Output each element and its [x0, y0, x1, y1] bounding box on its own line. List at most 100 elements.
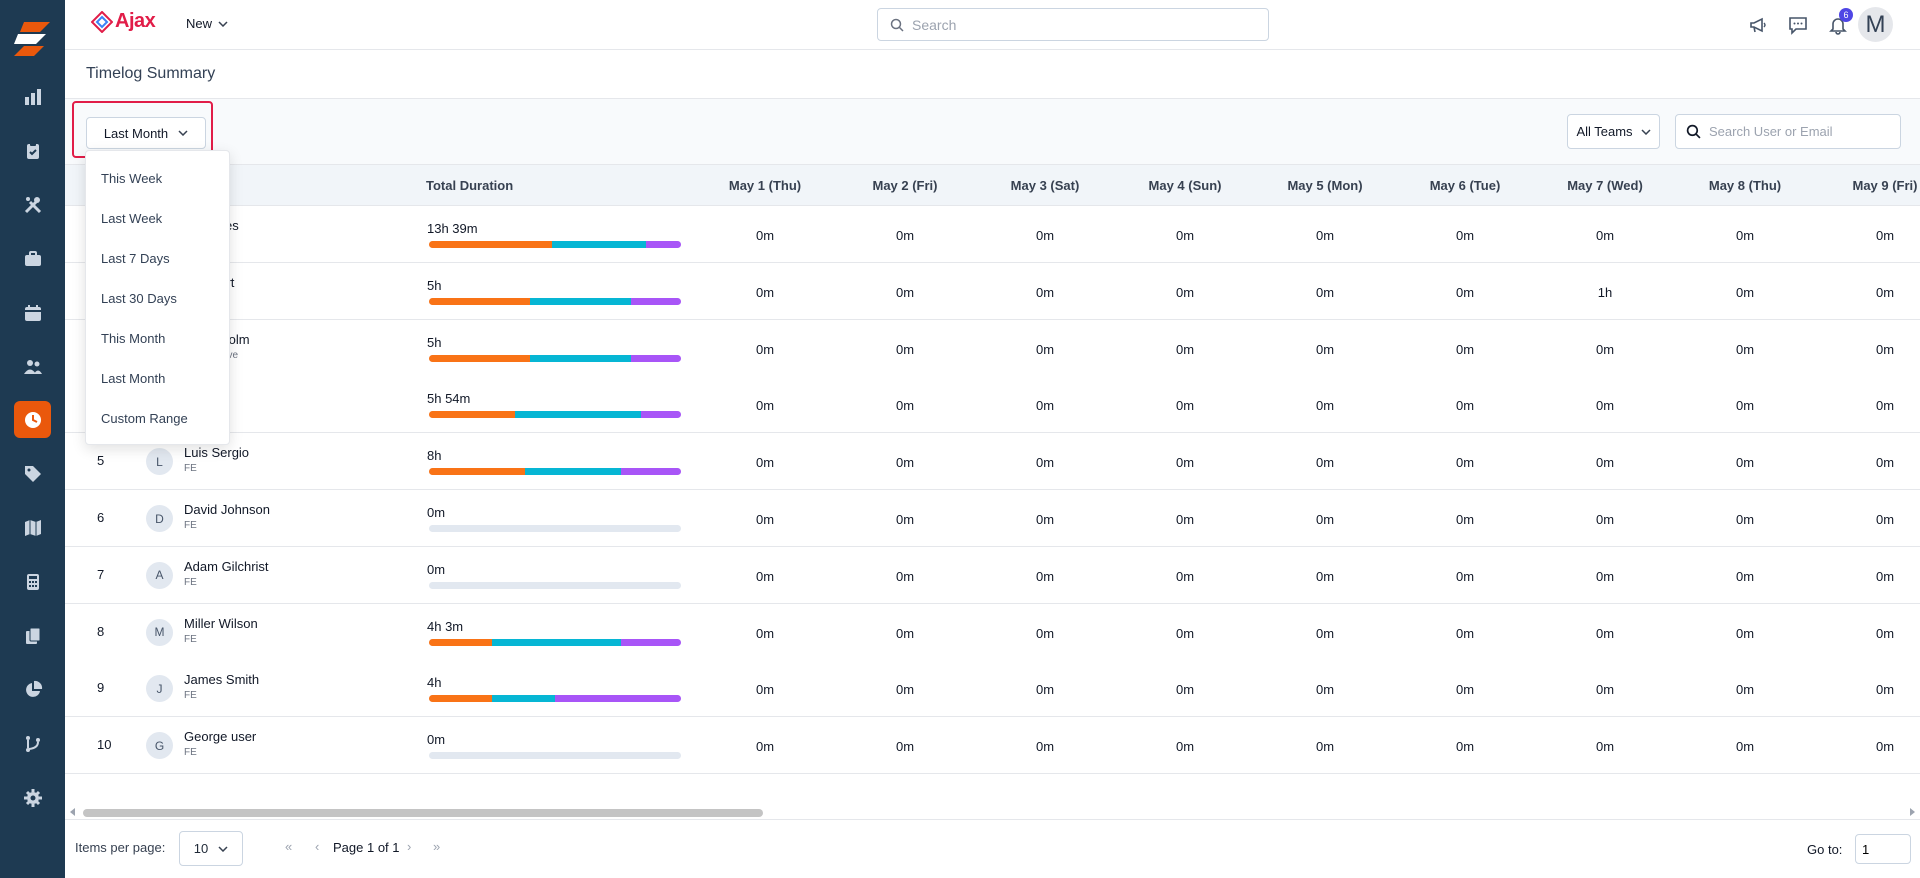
- duration-bar-segment: [620, 638, 681, 646]
- last-page-icon[interactable]: »: [433, 839, 441, 854]
- date-range-dropdown[interactable]: Last Month: [86, 117, 206, 149]
- header-day-6[interactable]: May 6 (Tue): [1429, 178, 1501, 193]
- day-duration: 0m: [1735, 455, 1755, 471]
- duration-bar: [429, 411, 681, 419]
- date-range-option[interactable]: Last 30 Days: [101, 291, 177, 306]
- table-row[interactable]: 5 L Luis Sergio FE 8h 0m 0m 0m 0m 0m 0m 0m 0m 0m: [65, 433, 1920, 491]
- user-name[interactable]: Adam Gilchrist: [184, 558, 269, 574]
- row-index: 6: [97, 510, 105, 525]
- user-avatar-small: M: [146, 618, 173, 646]
- date-range-option[interactable]: This Month: [101, 331, 166, 346]
- table-row[interactable]: 3alcolmcutive5h0m0m0m0m0m0m0m0m0m: [65, 319, 1920, 377]
- brand-logo[interactable]: Ajax: [91, 10, 156, 33]
- user-name[interactable]: David Johnson: [184, 502, 270, 517]
- day-duration: 0m: [1595, 398, 1615, 414]
- user-name[interactable]: Miller Wilson: [184, 615, 258, 631]
- day-duration: 0m: [1175, 739, 1195, 755]
- day-duration: 0m: [755, 228, 775, 243]
- user-name[interactable]: James Smith: [184, 672, 260, 688]
- next-page-icon[interactable]: ›: [407, 839, 412, 854]
- user-search-box[interactable]: [1675, 114, 1901, 149]
- total-duration: 5h: [427, 277, 442, 293]
- user-avatar[interactable]: M: [1858, 7, 1893, 42]
- day-duration: 0m: [1035, 455, 1055, 471]
- header-day-4[interactable]: May 4 (Sun): [1148, 178, 1222, 193]
- day-duration: 0m: [1735, 682, 1755, 698]
- header-day-7[interactable]: May 7 (Wed): [1567, 178, 1643, 193]
- horizontal-scrollbar[interactable]: [65, 805, 1920, 819]
- duration-bar: [429, 468, 681, 476]
- table-row[interactable]: 7 A Adam Gilchrist FE 0m 0m 0m 0m 0m 0m 0m 0m 0m 0m: [65, 546, 1920, 604]
- day-duration: 0m: [1595, 228, 1615, 243]
- day-duration: 0m: [1035, 284, 1055, 300]
- date-range-option[interactable]: Last Month: [101, 371, 166, 386]
- day-duration: 0m: [755, 398, 775, 414]
- nav-chart-icon[interactable]: [14, 78, 51, 115]
- header-day-5[interactable]: May 5 (Mon): [1287, 178, 1363, 193]
- nav-clock-icon[interactable]: [14, 401, 51, 438]
- global-search-input[interactable]: [912, 16, 1252, 33]
- duration-bar-segment: [492, 638, 621, 646]
- header-day-2[interactable]: May 2 (Fri): [872, 178, 938, 193]
- total-duration: 5h 54m: [427, 391, 471, 407]
- prev-page-icon[interactable]: ‹: [315, 839, 320, 854]
- scroll-right-icon[interactable]: [1908, 808, 1916, 816]
- nav-clipboard-icon[interactable]: [14, 132, 51, 169]
- header-day-3[interactable]: May 3 (Sat): [1010, 178, 1080, 193]
- items-per-page-value: 10: [193, 841, 209, 856]
- nav-git-branch-icon[interactable]: [14, 725, 51, 762]
- new-menu-button[interactable]: New: [186, 16, 228, 31]
- chevron-down-icon: [218, 20, 228, 27]
- header-day-8[interactable]: May 8 (Thu): [1708, 178, 1782, 193]
- chat-icon[interactable]: [1787, 14, 1809, 36]
- goto-page-input[interactable]: [1855, 834, 1911, 864]
- nav-users-icon[interactable]: [14, 348, 51, 385]
- first-page-icon[interactable]: «: [285, 839, 293, 854]
- nav-documents-icon[interactable]: [14, 617, 51, 654]
- table-row[interactable]: 6 D David Johnson FE 0m 0m 0m 0m 0m 0m 0m 0m 0m 0m: [65, 490, 1920, 547]
- megaphone-icon[interactable]: [1747, 14, 1769, 36]
- app-logo-icon[interactable]: [14, 22, 50, 56]
- nav-briefcase-icon[interactable]: [14, 240, 51, 277]
- row-index: 10: [97, 737, 112, 753]
- table-row[interactable]: 9 J James Smith FE 4h 0m 0m 0m 0m 0m 0m 0m 0m 0m: [65, 660, 1920, 718]
- nav-calculator-icon[interactable]: [14, 563, 51, 600]
- table-row[interactable]: 8 M Miller Wilson FE 4h 3m 0m 0m 0m 0m 0m 0m 0m 0m 0m: [65, 603, 1920, 661]
- scrollbar-thumb[interactable]: [83, 809, 763, 817]
- date-range-option[interactable]: This Week: [101, 171, 163, 186]
- day-duration: 0m: [895, 512, 915, 527]
- nav-tag-icon[interactable]: [14, 455, 51, 492]
- header-day-9[interactable]: May 9 (Fri): [1852, 178, 1918, 193]
- day-duration: 0m: [1875, 739, 1895, 755]
- day-duration: 0m: [1875, 682, 1895, 698]
- nav-tools-icon[interactable]: [14, 186, 51, 223]
- user-search-input[interactable]: [1709, 124, 1889, 139]
- user-name[interactable]: Luis Sergio: [184, 445, 250, 461]
- teams-select[interactable]: All Teams: [1567, 114, 1660, 149]
- date-range-option[interactable]: Last Week: [101, 211, 163, 226]
- user-role: FE: [184, 633, 197, 645]
- user-name[interactable]: George user: [184, 729, 257, 745]
- day-duration: 0m: [1315, 284, 1335, 300]
- scroll-left-icon[interactable]: [69, 808, 77, 816]
- date-range-option[interactable]: Last 7 Days: [101, 251, 170, 266]
- header-day-1[interactable]: May 1 (Thu): [728, 178, 802, 193]
- nav-map-icon[interactable]: [14, 509, 51, 546]
- date-range-option[interactable]: Custom Range: [101, 411, 188, 426]
- day-duration: 0m: [755, 682, 775, 698]
- user-role: FE: [184, 690, 197, 702]
- day-duration: 0m: [1315, 625, 1335, 641]
- nav-calendar-icon[interactable]: [14, 294, 51, 331]
- global-search-box[interactable]: [877, 8, 1269, 41]
- nav-gear-icon[interactable]: [14, 779, 51, 816]
- header-total-duration[interactable]: Total Duration: [426, 178, 514, 193]
- nav-pie-chart-icon[interactable]: [14, 671, 51, 708]
- table-row[interactable]: 2pert5h0m0m0m0m0m0m1h0m0m: [65, 262, 1920, 320]
- duration-bar: [429, 525, 681, 532]
- row-index: 8: [97, 623, 105, 639]
- table-row[interactable]: 10 G George user FE 0m 0m 0m 0m 0m 0m 0m 0m 0m 0m: [65, 717, 1920, 775]
- items-per-page-select[interactable]: 10: [179, 831, 243, 866]
- day-duration: 0m: [1315, 739, 1335, 755]
